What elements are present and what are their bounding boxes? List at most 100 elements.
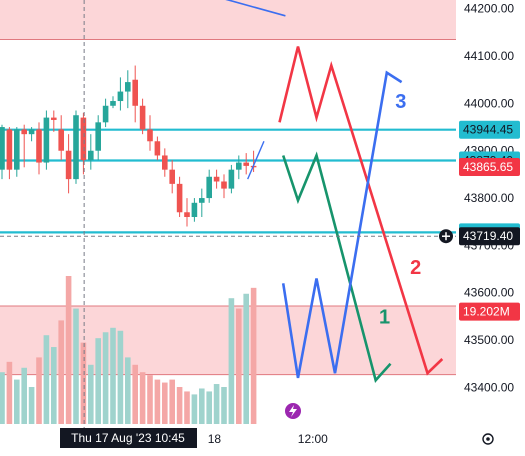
crosshair — [0, 0, 456, 428]
candle-body — [95, 122, 101, 151]
volume-tag[interactable] — [459, 302, 520, 321]
crosshair-time-tag[interactable] — [60, 428, 197, 448]
candle-body — [169, 169, 175, 184]
volume-bar — [58, 320, 64, 424]
last-price-tag[interactable] — [459, 157, 520, 176]
candle-body — [14, 129, 20, 170]
volume-bar — [139, 372, 146, 424]
candle-body — [199, 198, 205, 203]
volume-bar — [206, 391, 212, 424]
price-axis[interactable]: 44200.0044100.0044000.0043900.0043800.00… — [439, 0, 525, 428]
volume-bar — [169, 379, 175, 424]
candle-body — [236, 162, 242, 170]
crosshair-time-tag-label: Thu 17 Aug '23 10:45 — [71, 431, 185, 445]
volume-bar — [65, 276, 72, 424]
candle-body — [221, 181, 227, 189]
volume-bar — [102, 332, 109, 424]
volume-bar — [88, 364, 94, 424]
volume-tag-label: 19.202M — [463, 305, 510, 319]
candle-body — [228, 169, 235, 189]
candle-body — [88, 150, 94, 161]
volume-bar — [213, 384, 220, 424]
candle-body — [102, 105, 109, 123]
price-tick-label: 44200.00 — [464, 2, 514, 16]
volume-bar — [191, 394, 198, 424]
trend-line[interactable] — [174, 0, 286, 17]
volume-bar — [250, 287, 257, 424]
drawing-tools[interactable]: 2 1 3 — [174, 0, 444, 383]
time-axis[interactable]: 18 12:00 Thu 17 Aug '23 10:45 — [0, 428, 525, 456]
last-price-tag-label: 43865.65 — [463, 160, 513, 174]
event-bolt-icon[interactable] — [285, 403, 301, 419]
volume-bar — [28, 387, 35, 424]
volume-bar — [221, 387, 227, 424]
candle-body — [132, 79, 138, 106]
candle-body — [21, 129, 27, 135]
projection-path-3[interactable] — [281, 70, 403, 379]
volume-bar — [125, 357, 131, 424]
volume-bar — [199, 388, 205, 424]
settings-gear-icon-hub — [486, 437, 490, 441]
volume-bar — [243, 293, 249, 424]
volume-bar — [117, 330, 124, 424]
candle-body — [36, 129, 42, 163]
level-price-tag-1-label: 43944.45 — [463, 123, 513, 137]
level-price-tag-1[interactable] — [459, 120, 520, 139]
add-alert-icon[interactable] — [439, 229, 453, 244]
time-tick-label: 12:00 — [298, 432, 328, 446]
volume-bar — [73, 308, 79, 424]
settings-gear-icon-ring — [482, 433, 494, 445]
projection-path-2[interactable] — [278, 46, 444, 376]
candle-body — [191, 202, 198, 217]
volume-bars — [0, 276, 257, 424]
volume-bar — [80, 342, 87, 424]
short-trend-line[interactable] — [247, 140, 265, 180]
volume-bar — [154, 379, 161, 424]
candle-body — [154, 141, 161, 156]
candle-body — [213, 176, 220, 182]
candlesticks — [0, 65, 257, 227]
crosshair-price-tag[interactable] — [459, 227, 520, 246]
candle-body — [73, 115, 79, 180]
event-bolt-icon-glyph — [289, 405, 297, 417]
chart-controls[interactable] — [285, 403, 494, 445]
volume-bar — [21, 367, 27, 424]
candle-body — [80, 117, 87, 161]
crosshair-price-tag-label: 43719.40 — [463, 229, 513, 243]
price-tick-label: 43500.00 — [464, 333, 514, 347]
volume-bar — [14, 379, 20, 424]
volume-bar — [110, 327, 116, 424]
volume-bar — [184, 391, 190, 424]
volume-bar — [51, 347, 57, 424]
price-tick-label: 44000.00 — [464, 96, 514, 110]
candle-body — [51, 117, 57, 120]
volume-bar — [36, 357, 42, 424]
volume-bar — [228, 298, 235, 424]
candle-body — [176, 183, 183, 213]
candle-body — [6, 129, 13, 170]
candle-body — [206, 176, 212, 199]
settings-gear-icon[interactable] — [482, 433, 494, 445]
price-tick-label: 43600.00 — [464, 286, 514, 300]
projection-label-2: 2 — [410, 257, 421, 279]
candle-body — [65, 150, 72, 180]
price-tick-label: 43400.00 — [464, 380, 514, 394]
candle-body — [28, 129, 35, 135]
projection-path-1[interactable] — [281, 151, 392, 383]
candle-body — [43, 117, 50, 163]
candle-body — [0, 127, 5, 170]
volume-bar — [176, 387, 183, 424]
price-tick-label: 44100.00 — [464, 49, 514, 63]
volume-bar — [236, 308, 242, 424]
volume-bar — [147, 375, 153, 424]
candle-body — [139, 105, 146, 130]
candle-body — [147, 129, 153, 142]
volume-bar — [162, 382, 168, 424]
price-axis-background — [456, 0, 525, 428]
volume-bar — [0, 372, 5, 424]
zone-1 — [0, 0, 456, 40]
candle-body — [125, 82, 131, 92]
price-tick-label: 43800.00 — [464, 191, 514, 205]
